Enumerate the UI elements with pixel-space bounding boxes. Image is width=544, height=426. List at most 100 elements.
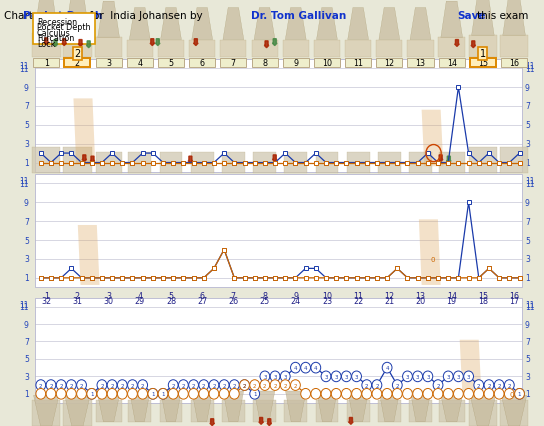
Ellipse shape <box>199 380 209 391</box>
Polygon shape <box>98 2 120 38</box>
Bar <box>438 59 465 68</box>
Text: 5: 5 <box>169 291 174 300</box>
Ellipse shape <box>423 371 432 382</box>
Text: 14: 14 <box>447 59 457 68</box>
FancyArrow shape <box>194 40 198 46</box>
Ellipse shape <box>230 389 239 399</box>
Ellipse shape <box>66 389 76 399</box>
Text: 2: 2 <box>70 383 73 388</box>
Text: 4: 4 <box>385 365 389 370</box>
Text: 3: 3 <box>525 255 530 264</box>
Text: 3: 3 <box>24 255 29 264</box>
Ellipse shape <box>504 380 514 391</box>
Text: 11: 11 <box>353 291 363 300</box>
Text: 9: 9 <box>24 83 29 92</box>
Text: 11: 11 <box>20 65 29 74</box>
FancyArrow shape <box>273 155 277 162</box>
Text: Pocket Depth: Pocket Depth <box>23 11 102 20</box>
Bar <box>469 147 497 174</box>
Ellipse shape <box>515 389 524 399</box>
Text: 4: 4 <box>137 291 143 300</box>
Text: 3: 3 <box>525 140 530 149</box>
Ellipse shape <box>97 389 107 399</box>
Text: 12: 12 <box>384 291 394 300</box>
Ellipse shape <box>290 380 300 391</box>
Text: 25: 25 <box>259 296 270 305</box>
Ellipse shape <box>290 363 300 373</box>
Ellipse shape <box>46 380 56 391</box>
FancyArrow shape <box>349 417 353 424</box>
Text: 2: 2 <box>487 383 491 388</box>
Ellipse shape <box>433 389 443 399</box>
Polygon shape <box>441 2 462 38</box>
Bar <box>96 59 122 68</box>
Ellipse shape <box>56 380 66 391</box>
FancyArrow shape <box>90 157 95 164</box>
Ellipse shape <box>270 371 280 382</box>
Text: 2: 2 <box>75 59 80 68</box>
Ellipse shape <box>118 380 127 391</box>
FancyArrow shape <box>447 157 451 164</box>
Text: Lock: Lock <box>37 40 55 49</box>
Ellipse shape <box>209 389 219 399</box>
Text: 2: 2 <box>50 383 53 388</box>
Ellipse shape <box>46 389 56 399</box>
Ellipse shape <box>463 371 473 382</box>
Ellipse shape <box>372 380 382 391</box>
Polygon shape <box>317 391 337 422</box>
Text: 11: 11 <box>525 177 534 186</box>
Bar <box>501 59 527 68</box>
Bar <box>189 59 215 68</box>
Text: 2: 2 <box>121 383 124 388</box>
Ellipse shape <box>362 380 372 391</box>
Ellipse shape <box>331 371 341 382</box>
Text: 6: 6 <box>200 291 205 300</box>
Text: 2: 2 <box>131 383 134 388</box>
Ellipse shape <box>413 389 423 399</box>
Text: 14: 14 <box>447 291 457 300</box>
Text: 3: 3 <box>456 374 460 379</box>
FancyArrow shape <box>438 155 443 162</box>
Polygon shape <box>472 0 494 36</box>
Polygon shape <box>73 99 95 164</box>
Text: 2: 2 <box>75 291 80 300</box>
Ellipse shape <box>382 389 392 399</box>
Text: 2: 2 <box>182 383 185 388</box>
Ellipse shape <box>77 389 86 399</box>
Text: 16: 16 <box>509 59 519 68</box>
Ellipse shape <box>433 380 443 391</box>
Ellipse shape <box>494 380 504 391</box>
Ellipse shape <box>515 389 524 399</box>
Polygon shape <box>503 0 526 36</box>
Ellipse shape <box>97 380 107 391</box>
Text: 11: 11 <box>525 180 534 189</box>
Bar <box>470 59 496 68</box>
Text: 3: 3 <box>355 374 358 379</box>
Ellipse shape <box>494 389 504 399</box>
Ellipse shape <box>413 371 423 382</box>
Text: 7: 7 <box>24 102 29 111</box>
Text: Calculus: Calculus <box>37 29 71 37</box>
Bar <box>347 153 369 174</box>
Text: 23: 23 <box>322 296 332 305</box>
Text: 11: 11 <box>525 65 534 74</box>
Ellipse shape <box>189 380 199 391</box>
FancyArrow shape <box>267 419 271 426</box>
Text: 2: 2 <box>294 383 297 388</box>
Ellipse shape <box>158 389 168 399</box>
Text: 2: 2 <box>508 383 511 388</box>
FancyArrow shape <box>150 40 154 46</box>
Bar <box>95 38 122 58</box>
Text: 3: 3 <box>263 374 267 379</box>
Bar <box>253 400 276 422</box>
Ellipse shape <box>331 389 341 399</box>
Text: 1: 1 <box>24 273 29 282</box>
Ellipse shape <box>423 389 432 399</box>
Ellipse shape <box>168 389 178 399</box>
FancyArrow shape <box>210 419 214 426</box>
Ellipse shape <box>158 389 168 399</box>
Text: 8: 8 <box>262 291 267 300</box>
Ellipse shape <box>260 380 270 391</box>
Ellipse shape <box>454 371 463 382</box>
Bar <box>191 153 214 174</box>
